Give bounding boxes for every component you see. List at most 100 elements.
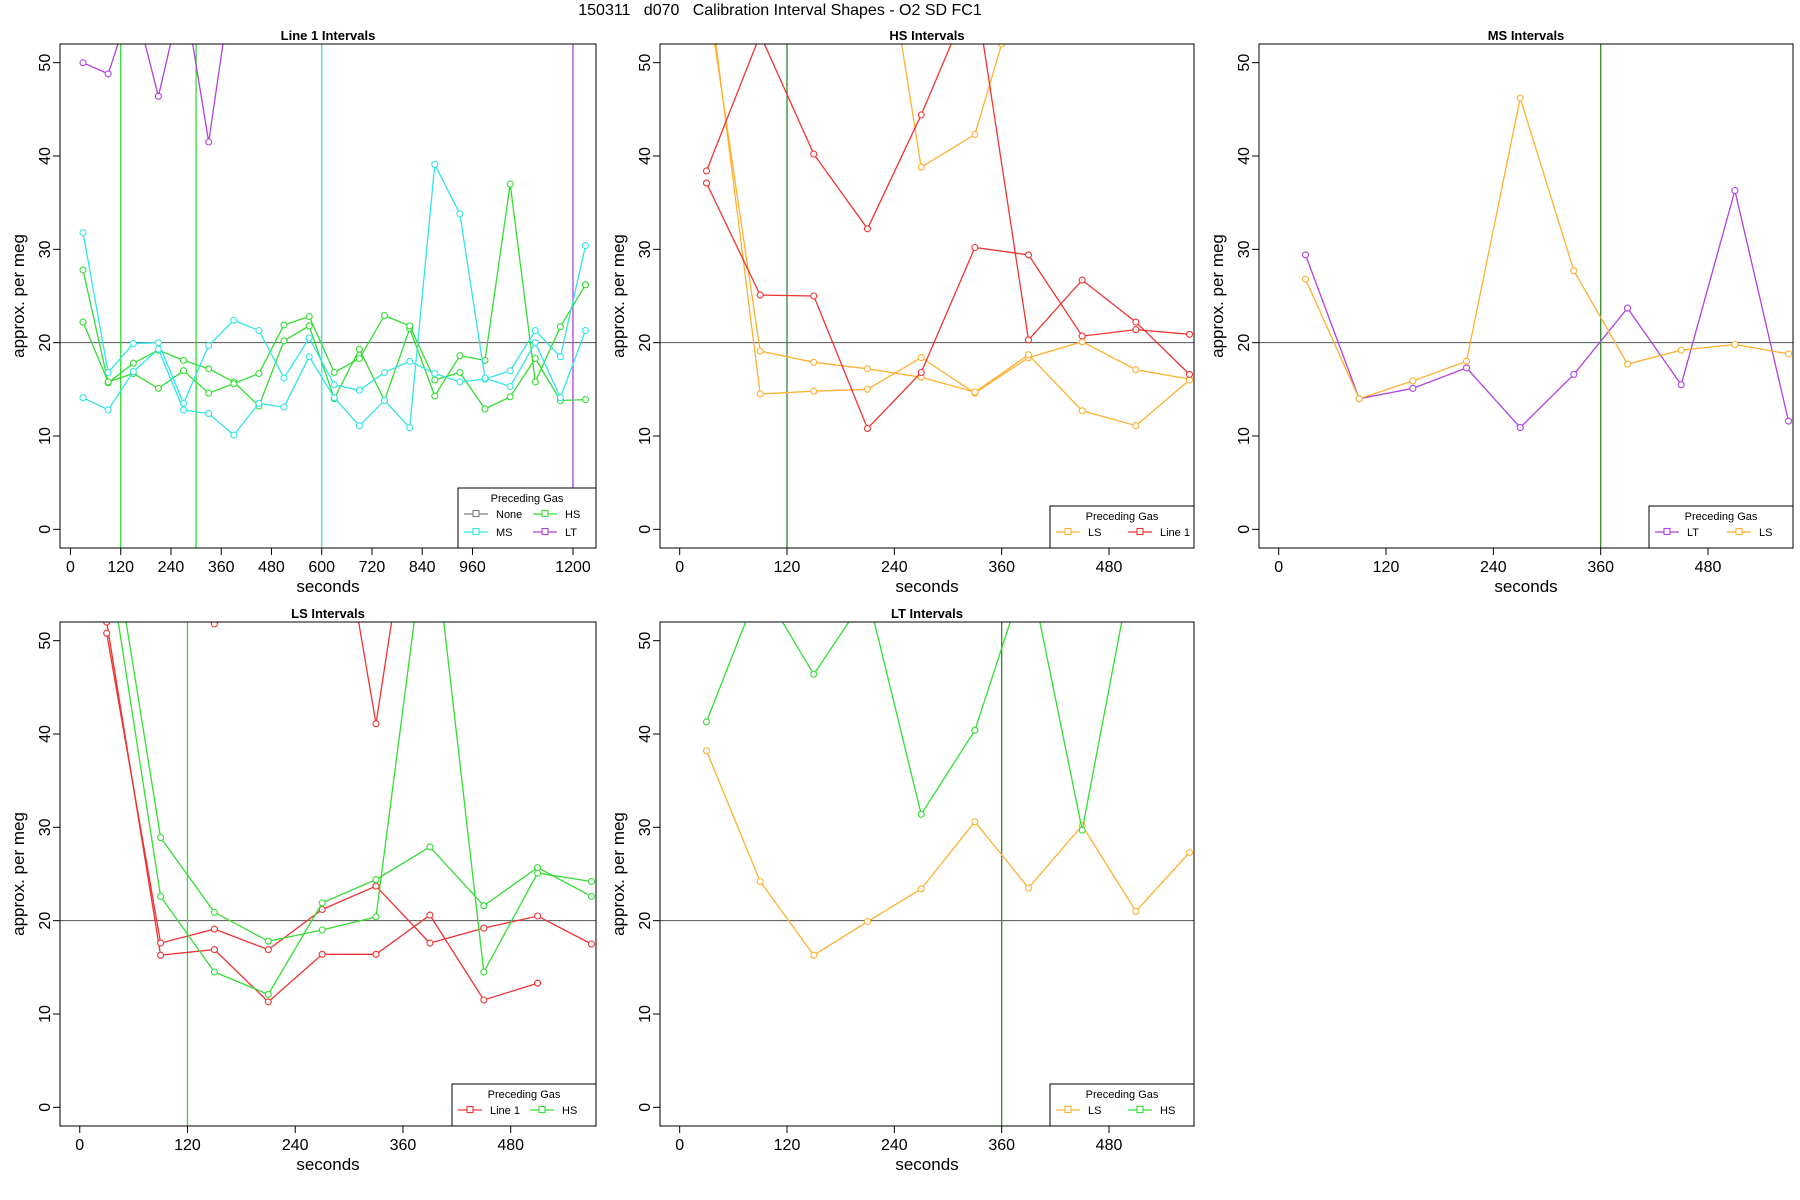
- data-point: [1024, 336, 1033, 344]
- chart-title: Line 1 Intervals: [281, 28, 376, 43]
- data-point: [205, 389, 213, 397]
- data-point: [756, 390, 764, 398]
- data-point: [971, 388, 979, 396]
- x-tick-label: 360: [208, 559, 235, 576]
- y-tick-label: 30: [1236, 240, 1253, 258]
- y-axis-label: approx. per meg: [1208, 234, 1227, 358]
- data-point: [531, 326, 539, 335]
- legend: Preceding Gas LS Line 1: [1049, 505, 1195, 549]
- data-point: [1623, 304, 1632, 312]
- legend-swatch-marker: [1064, 527, 1072, 536]
- x-tick-label: 480: [1096, 1137, 1123, 1154]
- series-group: [79, 44, 590, 439]
- chart-title: LT Intervals: [891, 606, 963, 621]
- y-tick-label: 50: [637, 632, 654, 650]
- data-point: [1623, 360, 1632, 368]
- x-tick-label: 0: [75, 1137, 84, 1154]
- legend-label-none: None: [496, 509, 522, 521]
- data-point: [380, 368, 389, 377]
- legend-label-lt: LT: [565, 527, 577, 539]
- data-point: [702, 747, 711, 755]
- data-point: [917, 111, 925, 119]
- data-point: [1185, 330, 1194, 338]
- series-line-line-1: [106, 633, 592, 951]
- x-tick-label: 600: [308, 559, 335, 576]
- legend-label-line-1: Line 1: [490, 1105, 520, 1117]
- x-axis-label: seconds: [895, 1155, 958, 1174]
- data-point: [810, 951, 818, 959]
- series-line-line-1: [705, 44, 1190, 375]
- data-point: [810, 387, 818, 395]
- y-axis-label: approx. per meg: [609, 234, 628, 358]
- data-point: [534, 912, 542, 920]
- data-point: [431, 369, 439, 378]
- data-point: [380, 312, 389, 320]
- data-point: [305, 312, 313, 321]
- data-point: [305, 353, 313, 361]
- data-point: [129, 340, 137, 348]
- chart-panel-5: LT Intervals 0 120 240 360 480 0 10 20 30 40 50 seco…: [609, 563, 1195, 1174]
- data-point: [531, 378, 539, 386]
- data-point: [506, 367, 514, 375]
- data-point: [305, 334, 313, 342]
- data-point: [104, 378, 112, 386]
- data-point: [210, 925, 218, 933]
- data-point: [1132, 422, 1140, 430]
- data-point: [1078, 407, 1086, 415]
- legend-label-ls: LS: [1088, 527, 1101, 539]
- x-tick-label: 240: [158, 559, 185, 576]
- data-point: [1026, 563, 1032, 569]
- legend: Preceding Gas LT LS: [1648, 505, 1794, 549]
- legend-label-hs: HS: [565, 509, 580, 521]
- x-tick-label: 0: [1274, 559, 1283, 576]
- x-tick-label: 120: [774, 1137, 801, 1154]
- data-point: [756, 347, 764, 355]
- data-point: [103, 629, 111, 637]
- x-tick-label: 360: [1587, 559, 1614, 576]
- plot-frame: [59, 43, 597, 549]
- data-point: [480, 924, 488, 932]
- data-point: [157, 951, 165, 959]
- data-point: [79, 59, 87, 67]
- chart-panel-4: LS Intervals 0 120 240 360 480 0 10 20 30 40 50 seco…: [9, 606, 597, 1174]
- legend: Preceding Gas Line 1 HS: [451, 1083, 597, 1127]
- data-point: [154, 92, 162, 100]
- data-point: [230, 316, 238, 324]
- legend-label-ls: LS: [1759, 527, 1772, 539]
- y-tick-label: 50: [37, 632, 54, 650]
- series-line-ls: [705, 750, 1190, 957]
- legend-swatch-marker: [541, 527, 549, 536]
- data-point: [917, 885, 925, 893]
- legend: Preceding Gas LS HS: [1049, 1083, 1195, 1127]
- legend-swatch-marker: [472, 509, 480, 518]
- data-point: [264, 998, 272, 1006]
- x-tick-label: 240: [881, 559, 908, 576]
- y-tick-label: 30: [37, 818, 54, 836]
- chart-title: MS Intervals: [1488, 28, 1565, 43]
- data-point: [79, 228, 87, 237]
- data-point: [280, 337, 288, 345]
- data-point: [1409, 384, 1417, 392]
- plot-frame: [659, 621, 1195, 1127]
- y-tick-label: 40: [37, 147, 54, 165]
- data-point: [917, 163, 925, 171]
- y-tick-label: 0: [37, 1103, 54, 1112]
- data-point: [210, 908, 218, 916]
- data-point: [205, 410, 213, 418]
- x-tick-label: 360: [390, 1137, 417, 1154]
- data-point: [863, 225, 872, 233]
- data-point: [1784, 417, 1793, 425]
- data-point: [1024, 884, 1033, 892]
- data-point: [205, 138, 213, 146]
- data-point: [1570, 370, 1578, 378]
- data-point: [104, 70, 112, 78]
- x-tick-label: 0: [675, 559, 684, 576]
- y-tick-label: 50: [1236, 54, 1253, 72]
- series-group: [702, 44, 1194, 433]
- legend-swatch-marker: [1663, 527, 1671, 536]
- y-tick-label: 0: [637, 1103, 654, 1112]
- data-point: [431, 160, 439, 168]
- x-tick-label: 0: [66, 559, 75, 576]
- legend-title: Preceding Gas: [1086, 1089, 1159, 1101]
- data-point: [1301, 275, 1310, 283]
